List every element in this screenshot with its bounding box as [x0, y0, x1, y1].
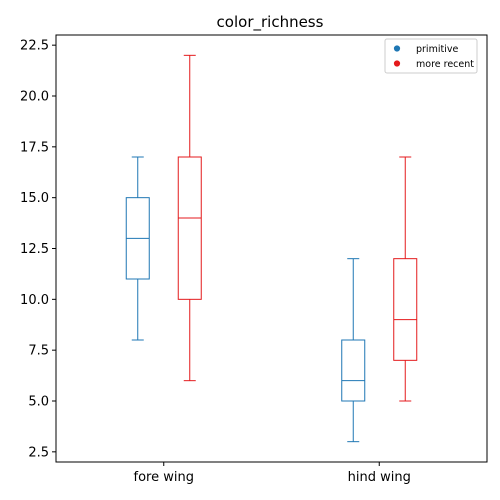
y-tick-label: 15.0 [20, 191, 49, 206]
y-tick-label: 22.5 [20, 39, 49, 54]
x-tick-label: hind wing [348, 470, 411, 485]
box-more-recent [393, 258, 418, 361]
y-tick-label: 10.0 [20, 293, 49, 308]
axes-frame [55, 34, 488, 463]
box-primitive [341, 339, 366, 402]
y-tick-label: 7.5 [28, 344, 49, 359]
legend-marker-primitive [393, 45, 401, 52]
y-tick-label: 5.0 [28, 395, 49, 410]
legend-frame [384, 38, 478, 74]
legend-label-primitive: primitive [416, 44, 458, 55]
y-tick-label: 17.5 [20, 140, 49, 155]
y-tick-label: 20.0 [20, 90, 49, 105]
box-more-recent [177, 156, 202, 300]
chart-title: color_richness [217, 13, 324, 32]
y-tick-label: 12.5 [20, 242, 49, 257]
legend: primitive more recent [384, 38, 478, 74]
legend-label-more-recent: more recent [416, 59, 474, 70]
legend-marker-more-recent [393, 60, 401, 67]
x-tick-label: fore wing [134, 470, 194, 485]
plot-area: 2.5 5.0 7.5 10.0 12.5 15.0 17.5 20.0 22.5 fore wi… [20, 34, 488, 485]
y-tick-label: 2.5 [28, 445, 49, 460]
